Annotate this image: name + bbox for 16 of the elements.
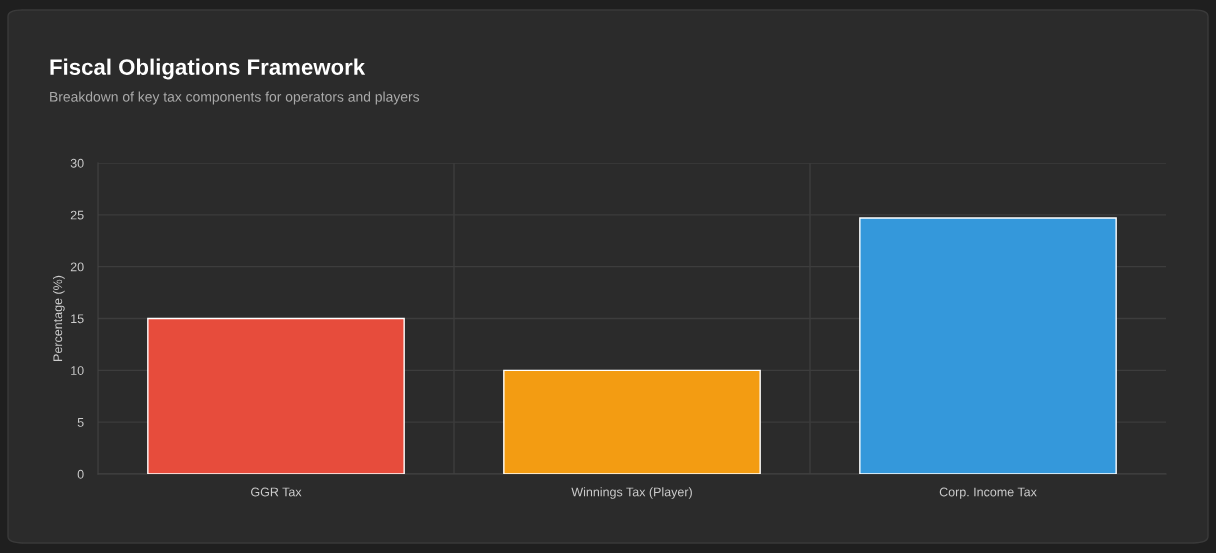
y-tick-label: 0 [77, 469, 84, 479]
x-tick-label: Corp. Income Tax [939, 487, 1037, 499]
y-tick-label: 5 [77, 418, 84, 427]
x-tick-label: GGR Tax [251, 487, 302, 497]
chart-title: Fiscal Obligations Framework [50, 58, 366, 80]
y-tick-label: 20 [70, 262, 84, 272]
bar [147, 317, 405, 474]
y-tick-label: 30 [70, 158, 84, 168]
bar [503, 369, 761, 474]
y-axis-title: Percentage (%) [53, 275, 65, 361]
x-tick-label: Winnings Tax (Player) [571, 487, 692, 499]
y-tick-label: 25 [70, 210, 84, 220]
chart-subtitle: Breakdown of key tax components for operators and players [50, 91, 420, 105]
y-tick-label: 10 [71, 366, 84, 375]
bar [859, 217, 1117, 474]
y-tick-label: 15 [71, 314, 84, 324]
